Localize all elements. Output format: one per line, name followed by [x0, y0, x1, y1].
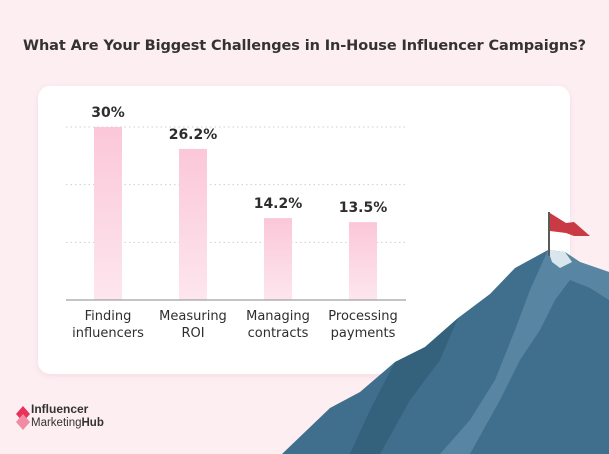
logo-text-hub: Hub — [81, 417, 104, 429]
logo-text-influencer: Influencer — [31, 402, 89, 416]
category-label: Managing — [246, 309, 310, 324]
flag-icon — [550, 213, 590, 236]
brand-logo: Influencer MarketingHub — [16, 402, 166, 434]
bar — [179, 148, 207, 300]
category-label: Measuring — [159, 309, 227, 324]
bar — [94, 127, 122, 300]
category-label: ROI — [181, 326, 204, 341]
category-label: payments — [331, 326, 396, 341]
category-label: Processing — [328, 309, 397, 324]
bar — [349, 222, 377, 300]
logo-text-marketinghub: MarketingHub — [31, 417, 104, 429]
data-label: 30% — [91, 105, 125, 121]
mountain-snowcap — [548, 250, 572, 268]
mountain-ridge-highlight — [440, 250, 609, 454]
chart-title: What Are Your Biggest Challenges in In-H… — [23, 38, 586, 54]
category-label: Finding — [85, 309, 132, 324]
logo-text-marketing: Marketing — [31, 417, 82, 429]
brand-diamond-icon — [16, 406, 30, 430]
data-label: 26.2% — [169, 127, 218, 143]
labels: 30% Finding influencers 26.2% Measuring ROI 14… — [72, 105, 398, 341]
data-label: 14.2% — [254, 196, 303, 212]
category-label: contracts — [248, 326, 309, 341]
bar — [264, 218, 292, 300]
data-label: 13.5% — [339, 200, 388, 216]
category-label: influencers — [72, 326, 144, 341]
mountain-shadow — [350, 318, 458, 454]
bars — [94, 127, 377, 300]
